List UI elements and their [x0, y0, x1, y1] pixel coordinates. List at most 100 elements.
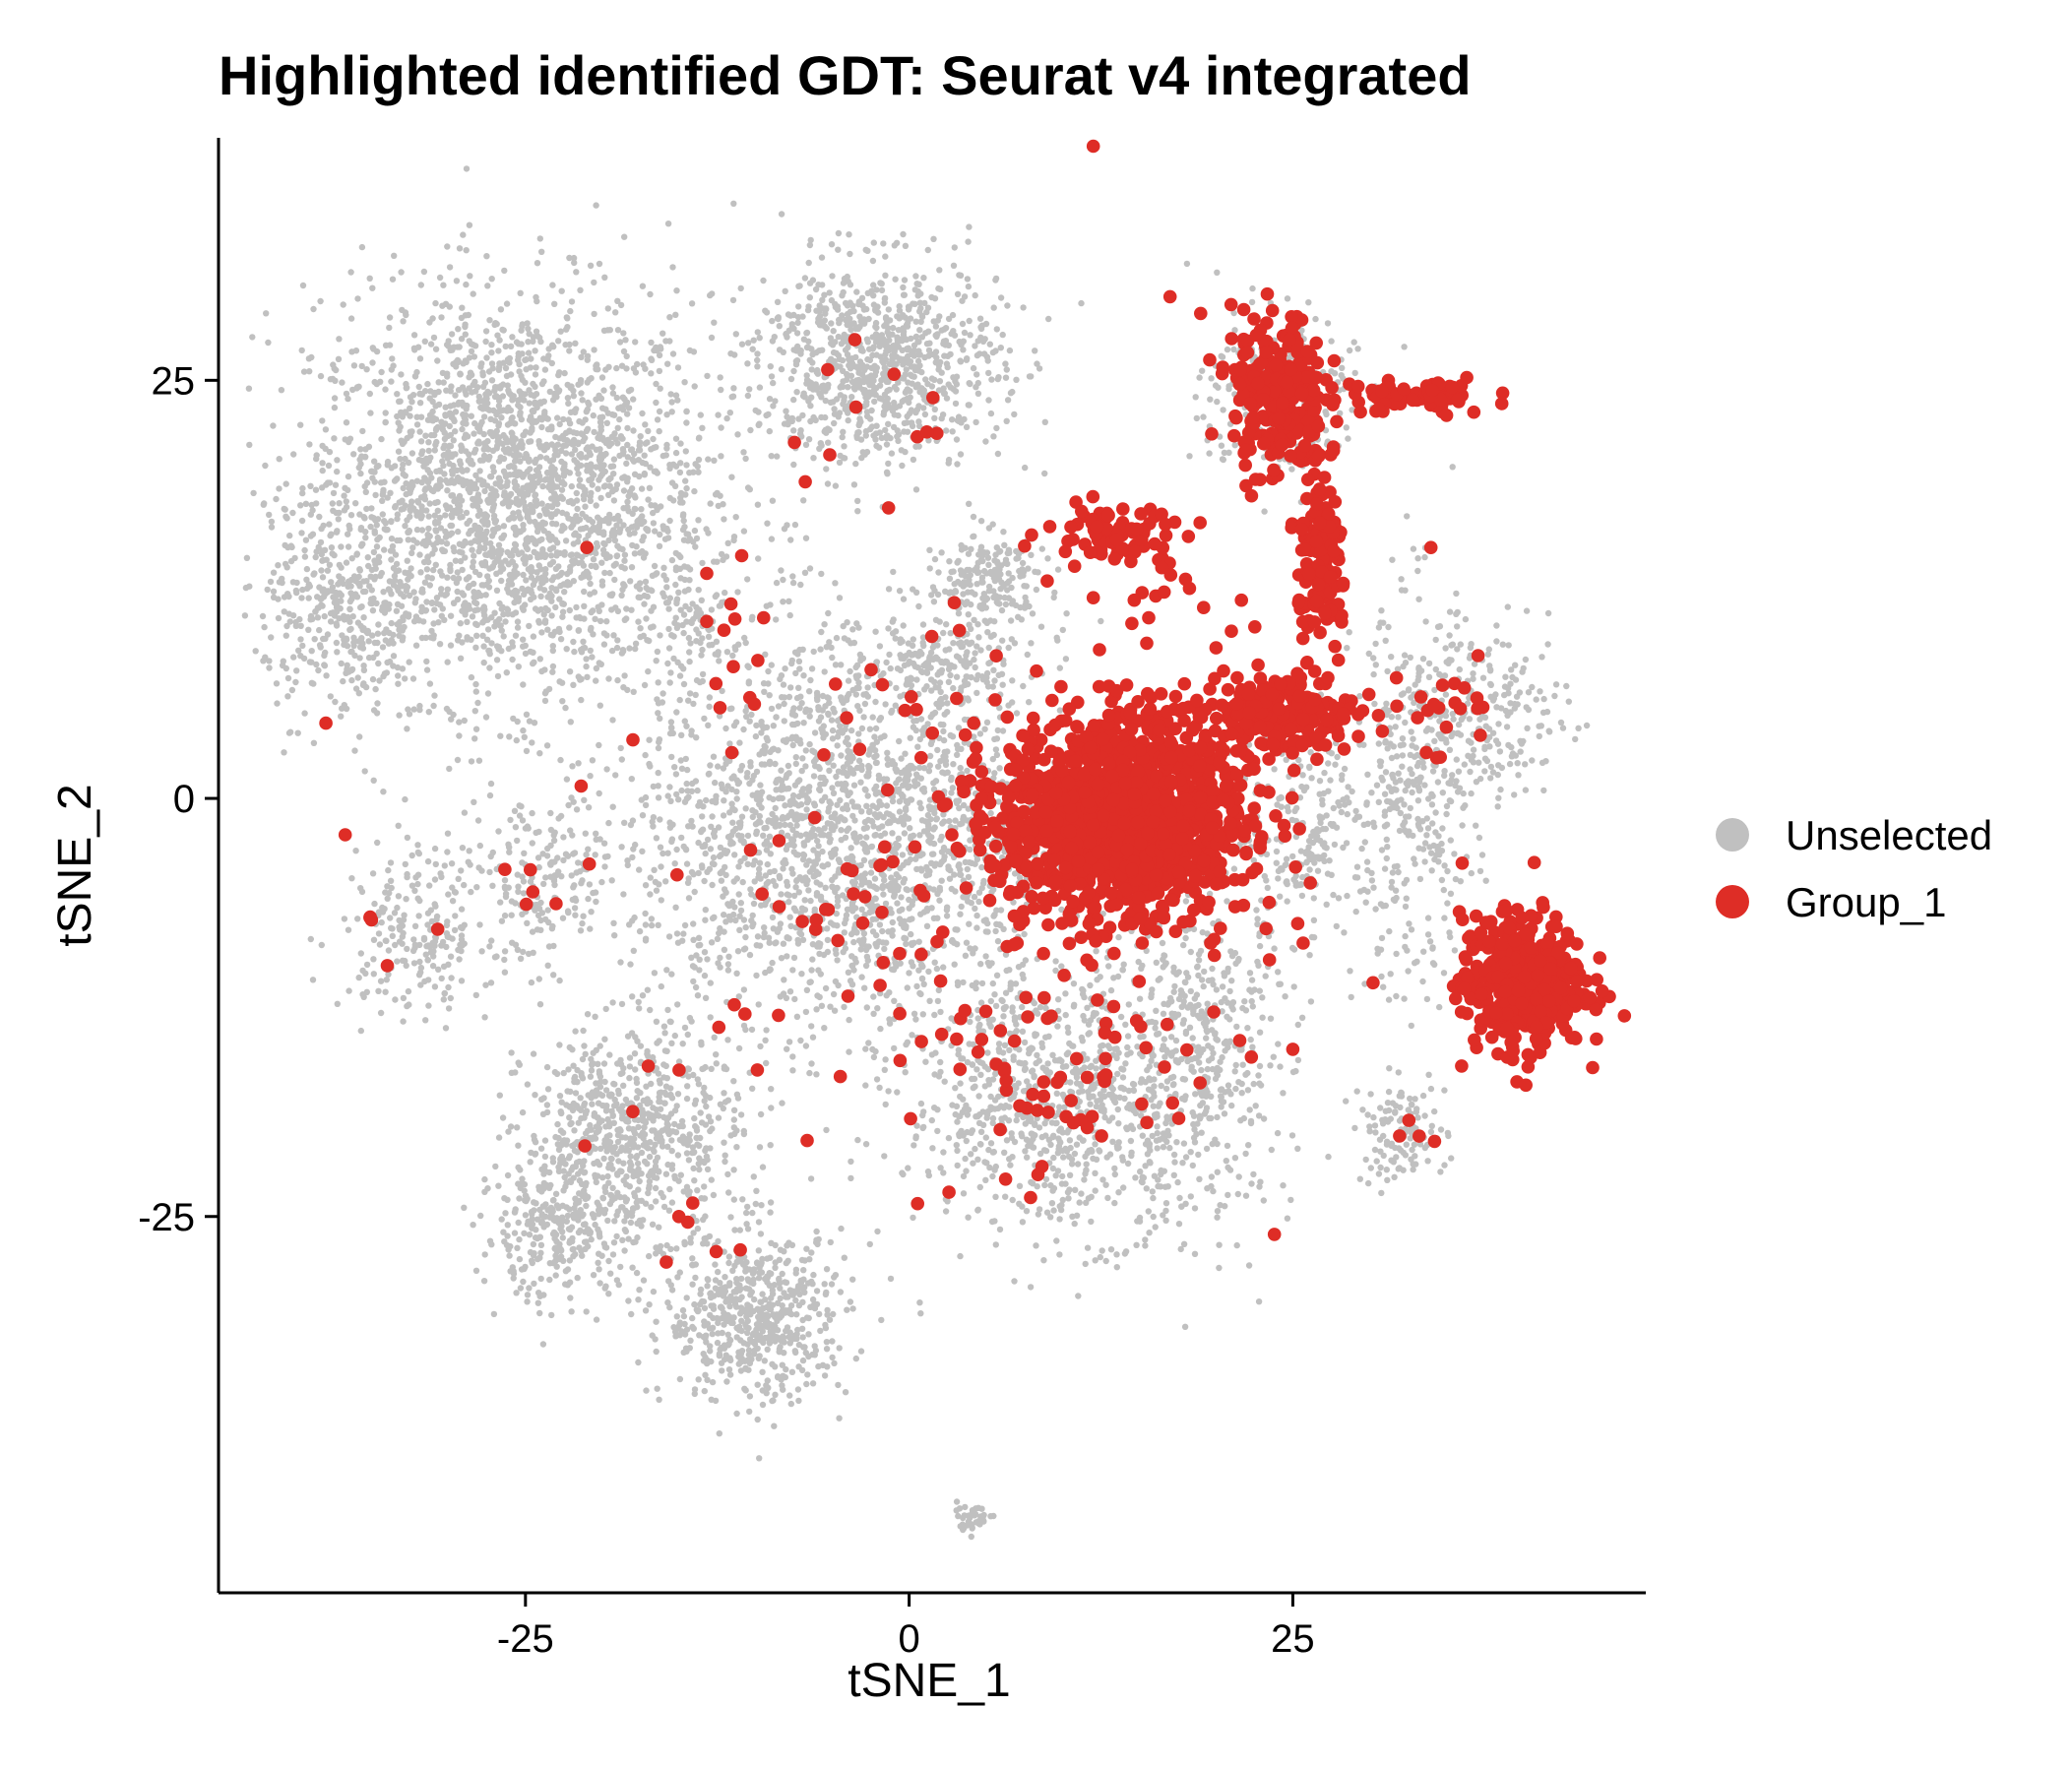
point-unselected-4763: [776, 1277, 783, 1284]
point-unselected-1975: [567, 307, 574, 315]
point-unselected-105: [557, 636, 565, 643]
point-unselected-2405: [553, 549, 561, 556]
point-unselected-4873: [745, 1278, 752, 1285]
point-unselected-3607: [708, 1065, 715, 1073]
point-unselected-845: [436, 467, 443, 474]
point-unselected-4717: [832, 1272, 840, 1279]
point-unselected-1801: [575, 471, 582, 477]
point-unselected-3502: [627, 1219, 635, 1227]
point-unselected-383: [612, 560, 619, 567]
point-unselected-4282: [587, 1230, 594, 1237]
point-unselected-502: [438, 418, 445, 425]
point-unselected-3023: [400, 1018, 407, 1025]
point-unselected-2870: [338, 564, 345, 571]
point-unselected-3182: [498, 917, 506, 924]
point-unselected-3140: [516, 812, 524, 819]
point-unselected-1577: [510, 510, 517, 517]
point-unselected-4252: [514, 1244, 521, 1252]
point-unselected-4050: [599, 1195, 607, 1202]
point-unselected-1176: [705, 633, 713, 640]
point-unselected-2808: [357, 525, 365, 532]
point-unselected-1838: [530, 508, 536, 516]
point-unselected-2165: [335, 516, 342, 523]
point-unselected-3096: [424, 857, 432, 865]
point-unselected-4552: [823, 1266, 831, 1273]
point-unselected-633: [349, 386, 356, 394]
point-unselected-2956: [420, 934, 428, 942]
point-unselected-4486: [628, 1310, 635, 1318]
point-unselected-2349: [373, 380, 380, 388]
point-unselected-4798: [805, 1353, 812, 1360]
point-unselected-4543: [744, 1226, 752, 1232]
point-unselected-1026: [336, 336, 343, 343]
point-unselected-2086: [531, 720, 538, 727]
point-unselected-2140: [586, 516, 594, 523]
point-unselected-1923: [423, 599, 430, 605]
point-unselected-2944: [403, 896, 409, 903]
point-unselected-1969: [595, 514, 601, 521]
point-unselected-3775: [588, 1067, 596, 1074]
point-unselected-3087: [411, 944, 418, 952]
point-unselected-1311: [529, 486, 536, 493]
point-unselected-3591: [610, 1239, 618, 1246]
point-unselected-1017: [482, 328, 490, 335]
point-unselected-3111: [585, 804, 593, 811]
point-unselected-430: [603, 419, 610, 426]
point-unselected-2531: [645, 586, 652, 594]
point-unselected-3729: [596, 1070, 603, 1077]
point-unselected-1745: [394, 515, 401, 523]
point-unselected-3154: [515, 883, 522, 890]
point-unselected-2520: [388, 619, 395, 627]
point-unselected-4929: [810, 455, 817, 462]
point-unselected-1270: [535, 522, 542, 529]
point-unselected-3987: [472, 1267, 480, 1275]
point-unselected-4817: [712, 1397, 720, 1405]
point-unselected-3257: [587, 925, 594, 932]
point-unselected-2755: [345, 613, 351, 621]
point-unselected-1089: [293, 667, 300, 674]
point-unselected-3886: [691, 1114, 698, 1122]
point-unselected-704: [259, 612, 267, 620]
point-unselected-4444: [704, 1283, 711, 1290]
point-unselected-1482: [718, 386, 724, 394]
point-unselected-1566: [249, 334, 256, 341]
point-unselected-1959: [584, 406, 592, 413]
point-unselected-2543: [463, 247, 470, 254]
point-unselected-2772: [301, 553, 309, 560]
point-unselected-4230: [480, 1278, 488, 1285]
point-unselected-2135: [787, 537, 794, 543]
point-unselected-3015: [424, 956, 431, 964]
point-unselected-2496: [328, 544, 336, 551]
point-unselected-3281: [508, 912, 515, 918]
point-unselected-2336: [307, 511, 314, 518]
point-unselected-4731: [756, 1314, 764, 1321]
point-unselected-3010: [392, 996, 399, 1003]
point-unselected-2414: [519, 604, 527, 612]
point-unselected-2412: [535, 617, 542, 625]
point-unselected-2849: [322, 445, 329, 452]
point-unselected-2252: [575, 559, 582, 567]
point-unselected-3746: [677, 1171, 684, 1178]
point-unselected-2249: [439, 572, 446, 579]
point-unselected-4462: [727, 1214, 734, 1221]
point-unselected-2468: [454, 501, 462, 508]
point-unselected-3947: [655, 1070, 662, 1077]
point-unselected-4301: [715, 1268, 722, 1276]
point-unselected-3884: [632, 1169, 640, 1175]
point-unselected-686: [667, 391, 674, 398]
point-unselected-1071: [456, 344, 463, 350]
point-unselected-998: [431, 606, 438, 613]
point-unselected-4193: [613, 1232, 620, 1240]
point-unselected-3592: [643, 1083, 650, 1090]
point-unselected-1371: [533, 502, 539, 509]
point-unselected-1780: [457, 514, 464, 521]
point-unselected-954: [397, 456, 404, 463]
point-unselected-4102: [531, 1207, 537, 1214]
point-unselected-2382: [488, 276, 495, 283]
point-unselected-98: [389, 276, 397, 283]
point-unselected-1884: [421, 474, 428, 481]
point-unselected-4959: [801, 275, 809, 282]
point-unselected-2525: [525, 566, 533, 573]
point-unselected-2549: [627, 446, 635, 454]
point-unselected-1851: [744, 392, 752, 400]
